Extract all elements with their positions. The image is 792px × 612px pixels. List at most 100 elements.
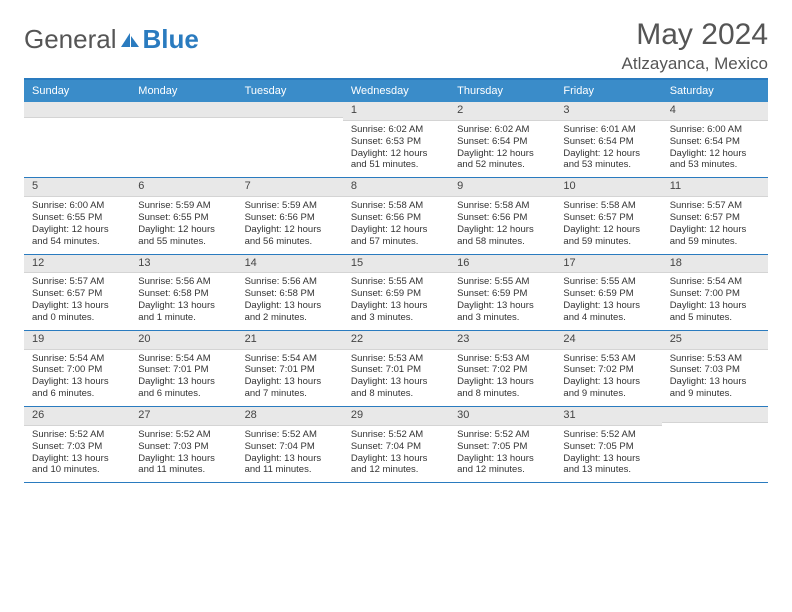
cell-day1: Daylight: 12 hours — [670, 224, 760, 236]
cell-sunrise: Sunrise: 5:54 AM — [245, 353, 335, 365]
calendar-cell: 1Sunrise: 6:02 AMSunset: 6:53 PMDaylight… — [343, 102, 449, 177]
dayname-monday: Monday — [130, 80, 236, 102]
cell-datebar: 20 — [130, 331, 236, 350]
cell-day1: Daylight: 13 hours — [670, 376, 760, 388]
calendar-cell: 26Sunrise: 5:52 AMSunset: 7:03 PMDayligh… — [24, 407, 130, 482]
cell-datebar — [130, 102, 236, 118]
cell-sunrise: Sunrise: 6:00 AM — [32, 200, 122, 212]
cell-day1: Daylight: 13 hours — [32, 376, 122, 388]
cell-sunset: Sunset: 6:54 PM — [457, 136, 547, 148]
cell-datebar: 4 — [662, 102, 768, 121]
cell-body: Sunrise: 5:59 AMSunset: 6:56 PMDaylight:… — [237, 197, 343, 254]
cell-date: 10 — [563, 180, 575, 192]
dayname-sunday: Sunday — [24, 80, 130, 102]
cell-sunset: Sunset: 6:53 PM — [351, 136, 441, 148]
cell-sunrise: Sunrise: 5:53 AM — [351, 353, 441, 365]
cell-sunset: Sunset: 7:03 PM — [32, 441, 122, 453]
cell-day2: and 53 minutes. — [563, 159, 653, 171]
calendar-cell: 5 Sunrise: 6:00 AMSunset: 6:55 PMDaylight… — [24, 178, 130, 253]
calendar-cell: 23Sunrise: 5:53 AMSunset: 7:02 PMDayligh… — [449, 331, 555, 406]
week-row: 12Sunrise: 5:57 AMSunset: 6:57 PMDayligh… — [24, 255, 768, 331]
cell-date: 17 — [563, 257, 575, 269]
calendar-cell: 17Sunrise: 5:55 AMSunset: 6:59 PMDayligh… — [555, 255, 661, 330]
calendar-cell: 27Sunrise: 5:52 AMSunset: 7:03 PMDayligh… — [130, 407, 236, 482]
calendar-cell: 21Sunrise: 5:54 AMSunset: 7:01 PMDayligh… — [237, 331, 343, 406]
calendar-cell: 28Sunrise: 5:52 AMSunset: 7:04 PMDayligh… — [237, 407, 343, 482]
cell-day2: and 5 minutes. — [670, 312, 760, 324]
cell-body: Sunrise: 6:01 AMSunset: 6:54 PMDaylight:… — [555, 121, 661, 178]
cell-body: Sunrise: 5:52 AMSunset: 7:05 PMDaylight:… — [449, 426, 555, 483]
cell-sunset: Sunset: 7:03 PM — [670, 364, 760, 376]
cell-date: 21 — [245, 333, 257, 345]
cell-date: 7 — [245, 180, 251, 192]
cell-sunrise: Sunrise: 6:02 AM — [457, 124, 547, 136]
cell-body: Sunrise: 5:54 AMSunset: 7:00 PMDaylight:… — [662, 273, 768, 330]
cell-sunrise: Sunrise: 5:53 AM — [457, 353, 547, 365]
cell-datebar — [237, 102, 343, 118]
cell-day1: Daylight: 12 hours — [138, 224, 228, 236]
cell-sunset: Sunset: 7:01 PM — [138, 364, 228, 376]
cell-day2: and 54 minutes. — [32, 236, 122, 248]
dayname-tuesday: Tuesday — [237, 80, 343, 102]
calendar-cell: 22 Sunrise: 5:53 AMSunset: 7:01 PMDayligh… — [343, 331, 449, 406]
cell-sunrise: Sunrise: 6:01 AM — [563, 124, 653, 136]
cell-sunset: Sunset: 6:59 PM — [351, 288, 441, 300]
cell-day1: Daylight: 12 hours — [563, 224, 653, 236]
cell-body — [130, 118, 236, 168]
cell-sunset: Sunset: 6:58 PM — [245, 288, 335, 300]
cell-day2: and 53 minutes. — [670, 159, 760, 171]
cell-date: 22 — [351, 333, 363, 345]
cell-datebar: 23 — [449, 331, 555, 350]
cell-datebar: 10 — [555, 178, 661, 197]
cell-day1: Daylight: 13 hours — [245, 300, 335, 312]
cell-sunrise: Sunrise: 5:59 AM — [245, 200, 335, 212]
cell-body: Sunrise: 5:55 AMSunset: 6:59 PMDaylight:… — [449, 273, 555, 330]
cell-day2: and 9 minutes. — [670, 388, 760, 400]
cell-sunset: Sunset: 7:05 PM — [457, 441, 547, 453]
cell-body: Sunrise: 5:53 AMSunset: 7:01 PMDaylight:… — [343, 350, 449, 407]
cell-datebar: 6 — [130, 178, 236, 197]
cell-date: 5 — [32, 180, 38, 192]
calendar-cell — [237, 102, 343, 177]
calendar-cell: 25Sunrise: 5:53 AMSunset: 7:03 PMDayligh… — [662, 331, 768, 406]
dayname-friday: Friday — [555, 80, 661, 102]
cell-sunset: Sunset: 7:00 PM — [670, 288, 760, 300]
cell-day2: and 1 minute. — [138, 312, 228, 324]
cell-day2: and 2 minutes. — [245, 312, 335, 324]
cell-sunset: Sunset: 6:54 PM — [563, 136, 653, 148]
cell-sunset: Sunset: 6:58 PM — [138, 288, 228, 300]
cell-day1: Daylight: 12 hours — [245, 224, 335, 236]
cell-datebar: 29 — [343, 407, 449, 426]
cell-day2: and 10 minutes. — [32, 464, 122, 476]
cell-datebar — [24, 102, 130, 118]
cell-day2: and 3 minutes. — [351, 312, 441, 324]
cell-datebar: 22 — [343, 331, 449, 350]
cell-day1: Daylight: 12 hours — [457, 148, 547, 160]
cell-body: Sunrise: 5:53 AMSunset: 7:02 PMDaylight:… — [449, 350, 555, 407]
cell-day2: and 56 minutes. — [245, 236, 335, 248]
cell-body: Sunrise: 5:58 AMSunset: 6:56 PMDaylight:… — [449, 197, 555, 254]
cell-datebar: 9 — [449, 178, 555, 197]
cell-day1: Daylight: 13 hours — [457, 376, 547, 388]
cell-sunrise: Sunrise: 6:02 AM — [351, 124, 441, 136]
cell-datebar: 28 — [237, 407, 343, 426]
cell-datebar: 18 — [662, 255, 768, 274]
brand-text-2: Blue — [143, 24, 199, 55]
calendar-cell: 2Sunrise: 6:02 AMSunset: 6:54 PMDaylight… — [449, 102, 555, 177]
dayname-thursday: Thursday — [449, 80, 555, 102]
cell-body: Sunrise: 5:59 AMSunset: 6:55 PMDaylight:… — [130, 197, 236, 254]
cell-date: 8 — [351, 180, 357, 192]
cell-day2: and 7 minutes. — [245, 388, 335, 400]
calendar-cell: 20Sunrise: 5:54 AMSunset: 7:01 PMDayligh… — [130, 331, 236, 406]
cell-body: Sunrise: 6:00 AMSunset: 6:55 PMDaylight:… — [24, 197, 130, 254]
cell-sunset: Sunset: 6:55 PM — [32, 212, 122, 224]
dayname-row: SundayMondayTuesdayWednesdayThursdayFrid… — [24, 80, 768, 102]
cell-day2: and 12 minutes. — [457, 464, 547, 476]
cell-sunset: Sunset: 6:55 PM — [138, 212, 228, 224]
calendar-cell: 7 Sunrise: 5:59 AMSunset: 6:56 PMDaylight… — [237, 178, 343, 253]
cell-datebar: 24 — [555, 331, 661, 350]
cell-sunset: Sunset: 6:57 PM — [563, 212, 653, 224]
calendar-cell: 6Sunrise: 5:59 AMSunset: 6:55 PMDaylight… — [130, 178, 236, 253]
cell-body: Sunrise: 5:54 AMSunset: 7:01 PMDaylight:… — [130, 350, 236, 407]
cell-datebar — [662, 407, 768, 423]
